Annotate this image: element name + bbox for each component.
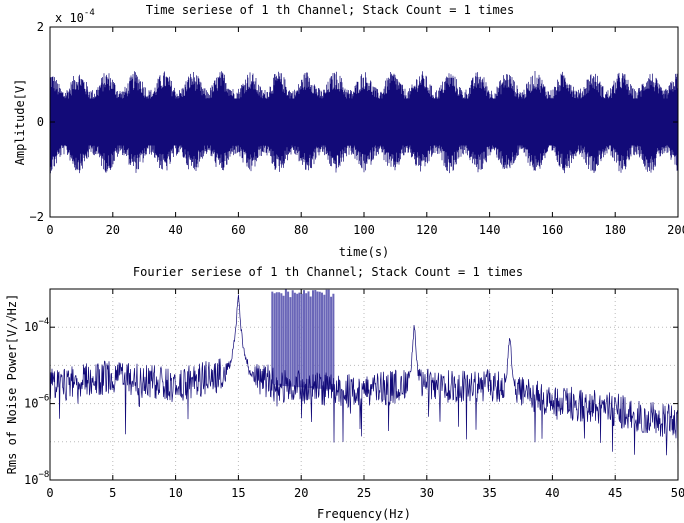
spectrum-x-tick-label: 0 (46, 486, 53, 500)
spectrum-x-tick-label: 5 (109, 486, 116, 500)
time-series-core-band (50, 98, 678, 146)
spectrum-x-tick-label: 15 (231, 486, 245, 500)
spectrum-plot-area (49, 289, 679, 473)
time-series-x-label: time(s) (339, 245, 390, 259)
time-series-y-exponent: x 10-4 (55, 8, 95, 25)
spectrum-x-tick-label: 35 (482, 486, 496, 500)
time-series-y-ticks: −2 0 2 (30, 20, 678, 224)
time-series-x-tick-label: 60 (231, 223, 245, 237)
spectrum-line (49, 294, 679, 473)
spectrum-y-tick-label: 10−6 (24, 394, 49, 411)
time-series-y-exponent-power: -4 (84, 8, 95, 18)
spectrum-x-tick-label: 40 (545, 486, 559, 500)
time-series-x-tick-label: 200 (667, 223, 684, 237)
spectrum-comb-band (271, 289, 335, 390)
spectrum-x-tick-label: 20 (294, 486, 308, 500)
time-series-x-tick-label: 80 (294, 223, 308, 237)
time-series-y-tick-label: 0 (37, 115, 44, 129)
time-series-x-tick-label: 40 (168, 223, 182, 237)
time-series-x-tick-label: 140 (479, 223, 501, 237)
spectrum-panel: Fourier seriese of 1 th Channel; Stack C… (5, 265, 684, 521)
time-series-x-tick-label: 120 (416, 223, 438, 237)
time-series-y-tick-label: 2 (37, 20, 44, 34)
time-series-y-label: Amplitude[V] (13, 79, 27, 166)
spectrum-x-tick-label: 45 (608, 486, 622, 500)
time-series-y-exponent-base: x 10 (55, 11, 84, 25)
spectrum-y-ticks: 10−4 10−6 10−8 (24, 317, 678, 487)
time-series-title: Time seriese of 1 th Channel; Stack Coun… (146, 3, 514, 17)
spectrum-x-tick-label: 10 (168, 486, 182, 500)
spectrum-title: Fourier seriese of 1 th Channel; Stack C… (133, 265, 523, 279)
time-series-y-tick-label: −2 (30, 210, 44, 224)
spectrum-grid (50, 289, 678, 480)
spectrum-x-tick-label: 25 (357, 486, 371, 500)
time-series-x-tick-label: 0 (46, 223, 53, 237)
spectrum-x-tick-label: 30 (420, 486, 434, 500)
spectrum-y-tick-label: 10−4 (24, 317, 49, 334)
time-series-x-ticks: 0 20 40 60 80 100 120 140 160 180 200 (46, 27, 684, 237)
spectrum-x-ticks: 0 5 10 15 20 25 30 35 40 45 50 (46, 289, 684, 500)
time-series-x-tick-label: 100 (353, 223, 375, 237)
spectrum-x-label: Frequency(Hz) (317, 507, 411, 521)
spectrum-x-tick-label: 50 (671, 486, 684, 500)
time-series-x-tick-label: 160 (542, 223, 564, 237)
time-series-plot-area (49, 71, 679, 174)
time-series-x-tick-label: 20 (106, 223, 120, 237)
spectrum-y-label: Rms of Noise Power[V/√Hz] (5, 294, 19, 475)
time-series-x-tick-label: 180 (604, 223, 626, 237)
spectrum-y-tick-label: 10−8 (24, 470, 49, 487)
time-series-panel: Time seriese of 1 th Channel; Stack Coun… (13, 3, 684, 259)
